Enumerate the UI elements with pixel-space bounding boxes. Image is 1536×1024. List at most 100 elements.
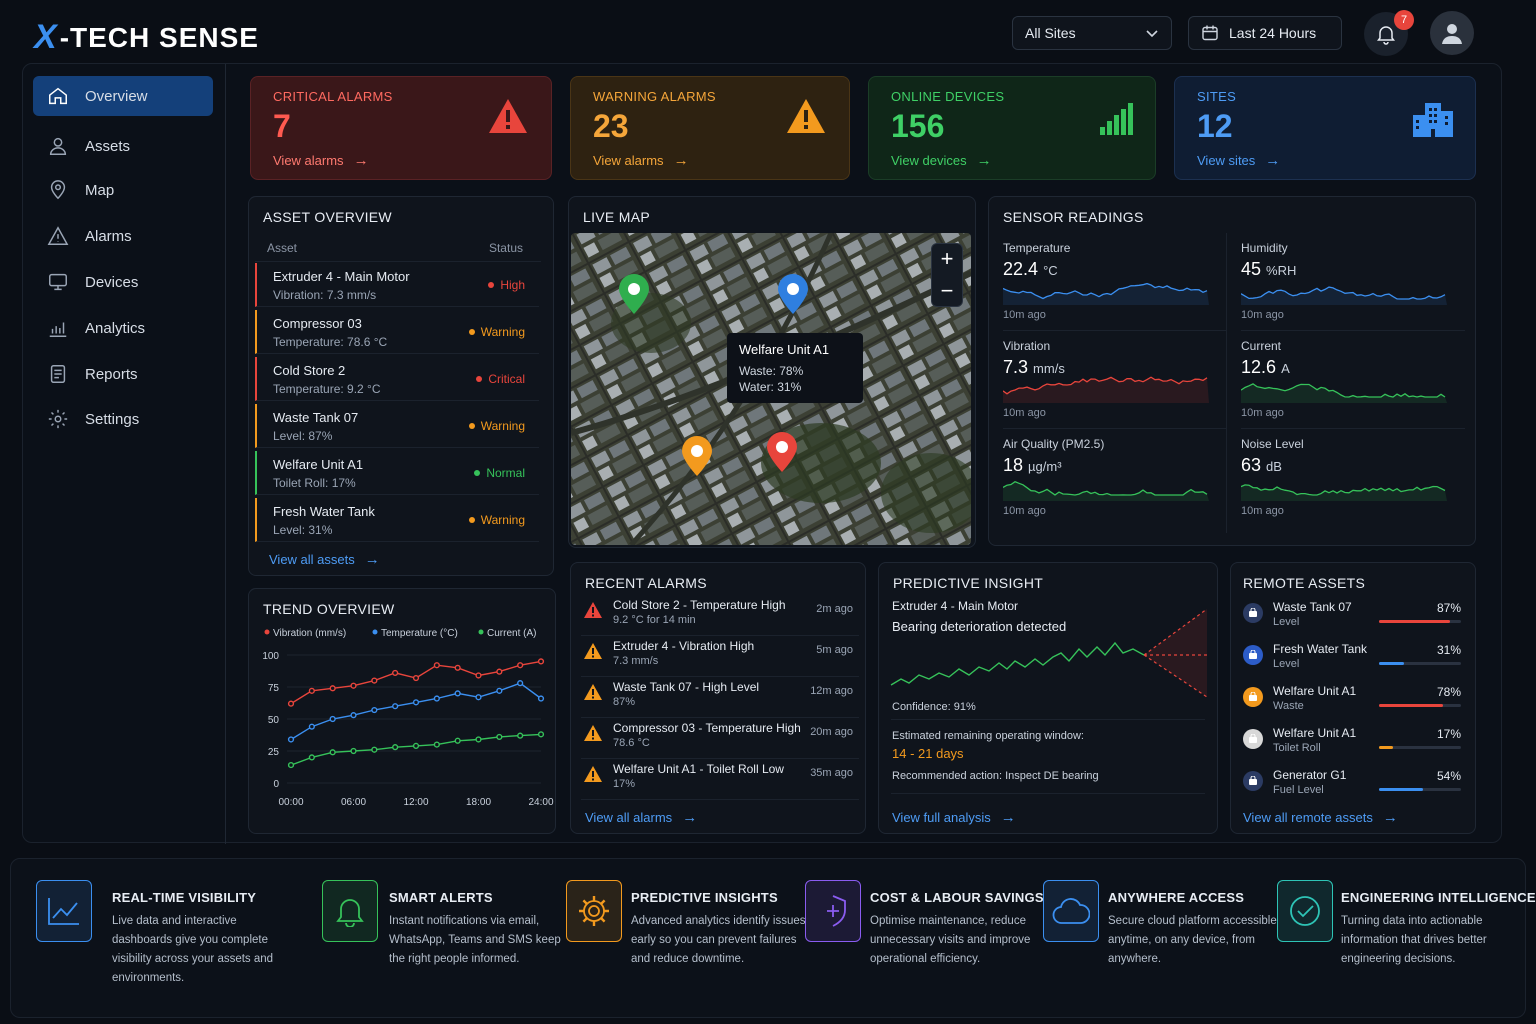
data-point (496, 668, 503, 675)
data-point (287, 736, 295, 743)
arrow-right-icon: → (976, 152, 992, 169)
time-range-select[interactable]: Last 24 Hours (1188, 16, 1342, 50)
asset-row[interactable]: Extruder 4 - Main Motor Vibration: 7.3 m… (255, 263, 539, 307)
asset-metric: Vibration: 7.3 mm/s (273, 288, 377, 302)
view-full-analysis-link[interactable]: View full analysis → (892, 809, 1016, 826)
panel-title: RECENT ALARMS (585, 575, 707, 591)
chevron-down-icon (1146, 30, 1158, 38)
asset-name: Waste Tank 07 (273, 410, 359, 425)
remote-asset-row[interactable]: Welfare Unit A1 Waste 78% (1241, 681, 1467, 722)
site-select[interactable]: All Sites (1012, 16, 1172, 50)
sidebar-item-settings[interactable]: Settings (33, 399, 213, 439)
remote-asset-percent: 78% (1436, 685, 1461, 699)
sensor-card[interactable]: Humidity 45 %RH 10m ago (1241, 235, 1465, 331)
data-point (517, 680, 524, 687)
view-all-assets-link[interactable]: View all assets → (269, 551, 380, 568)
sensor-sparkline (1241, 383, 1447, 403)
bell-icon (322, 880, 378, 942)
sensor-label: Current (1241, 339, 1282, 353)
map-marker-green[interactable] (617, 273, 651, 315)
remote-asset-row[interactable]: Fresh Water Tank Level 31% (1241, 639, 1467, 680)
map-marker-red[interactable] (765, 431, 799, 473)
alarm-row[interactable]: Compressor 03 - Temperature High 78.6 °C… (581, 718, 859, 759)
sidebar-item-assets[interactable]: Assets (33, 126, 213, 166)
asset-row[interactable]: Welfare Unit A1 Toilet Roll: 17% Normal (255, 451, 539, 495)
sidebar-item-label: Settings (85, 410, 140, 428)
column-header-asset: Asset (267, 241, 298, 255)
progress-fill (1379, 704, 1443, 707)
tooltip-title: Welfare Unit A1 (739, 342, 830, 357)
asset-overview-panel: ASSET OVERVIEW Asset Status View all ass… (248, 196, 554, 576)
sidebar-item-reports[interactable]: Reports (33, 354, 213, 394)
map-pin-icon (50, 180, 66, 200)
zoom-in-button[interactable]: + (940, 246, 954, 271)
view-alarms-link[interactable]: View alarms → (593, 152, 689, 169)
sidebar-item-label: Map (85, 181, 115, 199)
sensor-card[interactable]: Vibration 7.3 mm/s 10m ago (1003, 333, 1227, 429)
alarm-row[interactable]: Waste Tank 07 - High Level 87% 12m ago (581, 677, 859, 718)
sensor-card[interactable]: Air Quality (PM2.5) 18 µg/m³ 10m ago (1003, 431, 1227, 527)
buildings-icon (1413, 103, 1453, 137)
sensor-card[interactable]: Noise Level 63 dB 10m ago (1241, 431, 1465, 527)
data-point (454, 664, 461, 671)
asset-row[interactable]: Fresh Water Tank Level: 31% Warning (255, 498, 539, 542)
alarm-row[interactable]: Cold Store 2 - Temperature High 9.2 °C f… (581, 595, 859, 636)
view-devices-link[interactable]: View devices → (891, 152, 992, 169)
asset-row[interactable]: Waste Tank 07 Level: 87% Warning (255, 404, 539, 448)
sensor-updated: 10m ago (1003, 309, 1046, 321)
predictive-window-label: Estimated remaining operating window: (892, 730, 1084, 742)
alarm-title: Welfare Unit A1 - Toilet Roll Low (613, 762, 784, 776)
sidebar-item-alarms[interactable]: Alarms (33, 216, 213, 256)
sidebar-item-devices[interactable]: Devices (33, 262, 213, 302)
progress-fill (1379, 746, 1393, 749)
remote-asset-metric: Fuel Level (1273, 784, 1324, 796)
y-tick-label: 100 (262, 651, 279, 662)
asset-metric: Temperature: 9.2 °C (273, 382, 381, 396)
sensor-label: Vibration (1003, 339, 1051, 353)
remote-asset-row[interactable]: Generator G1 Fuel Level 54% (1241, 765, 1467, 806)
sensor-sparkline (1003, 376, 1209, 403)
legend-entry: Temperature (°C) (381, 628, 458, 639)
view-sites-link[interactable]: View sites → (1197, 152, 1280, 169)
view-all-remote-assets-link[interactable]: View all remote assets → (1243, 809, 1398, 826)
user-avatar[interactable] (1430, 11, 1474, 55)
feature-card: ANYWHERE ACCESS Secure cloud platform ac… (1043, 880, 1279, 980)
kpi-sites: SITES 12 View sites → (1174, 76, 1476, 180)
kpi-value: 7 (273, 108, 291, 144)
series-line (290, 682, 542, 741)
sidebar: Overview Assets Map Alarms Devices Analy… (24, 64, 226, 844)
remote-asset-name: Welfare Unit A1 (1273, 684, 1357, 698)
sidebar-item-analytics[interactable]: Analytics (33, 308, 213, 348)
sensor-sparkline (1241, 484, 1447, 501)
alarm-title: Compressor 03 - Temperature High (613, 721, 801, 735)
view-all-alarms-link[interactable]: View all alarms → (585, 809, 697, 826)
status-text: Warning (480, 325, 525, 339)
remote-asset-percent: 17% (1436, 727, 1461, 741)
asset-metric: Temperature: 78.6 °C (273, 335, 388, 349)
user-icon (49, 137, 67, 155)
legend-entry: Current (A) (487, 628, 536, 639)
sensor-sparkline (1241, 286, 1447, 305)
remote-asset-name: Fresh Water Tank (1273, 642, 1368, 656)
alarm-row[interactable]: Extruder 4 - Vibration High 7.3 mm/s 5m … (581, 636, 859, 677)
alarm-row[interactable]: Welfare Unit A1 - Toilet Roll Low 17% 35… (581, 759, 859, 800)
sensor-value: 7.3 (1003, 357, 1029, 377)
progress-fill (1379, 788, 1424, 791)
sidebar-item-map[interactable]: Map (33, 170, 213, 210)
sensor-unit: °C (1043, 263, 1058, 278)
remote-asset-row[interactable]: Welfare Unit A1 Toilet Roll 17% (1241, 723, 1467, 764)
asset-row[interactable]: Compressor 03 Temperature: 78.6 °C Warni… (255, 310, 539, 354)
alarm-time: 5m ago (816, 644, 853, 656)
sidebar-item-overview[interactable]: Overview (33, 76, 213, 116)
zoom-out-button[interactable]: − (940, 278, 954, 303)
remote-asset-row[interactable]: Waste Tank 07 Level 87% (1241, 597, 1467, 638)
data-point (454, 737, 461, 744)
view-alarms-link[interactable]: View alarms → (273, 152, 369, 169)
asset-row[interactable]: Cold Store 2 Temperature: 9.2 °C Critica… (255, 357, 539, 401)
map-marker-orange[interactable] (680, 435, 714, 477)
sensor-label: Air Quality (PM2.5) (1003, 437, 1105, 451)
data-point (433, 695, 440, 702)
map-marker-blue[interactable] (776, 273, 810, 315)
sensor-card[interactable]: Current 12.6 A 10m ago (1241, 333, 1465, 429)
sensor-card[interactable]: Temperature 22.4 °C 10m ago (1003, 235, 1227, 331)
